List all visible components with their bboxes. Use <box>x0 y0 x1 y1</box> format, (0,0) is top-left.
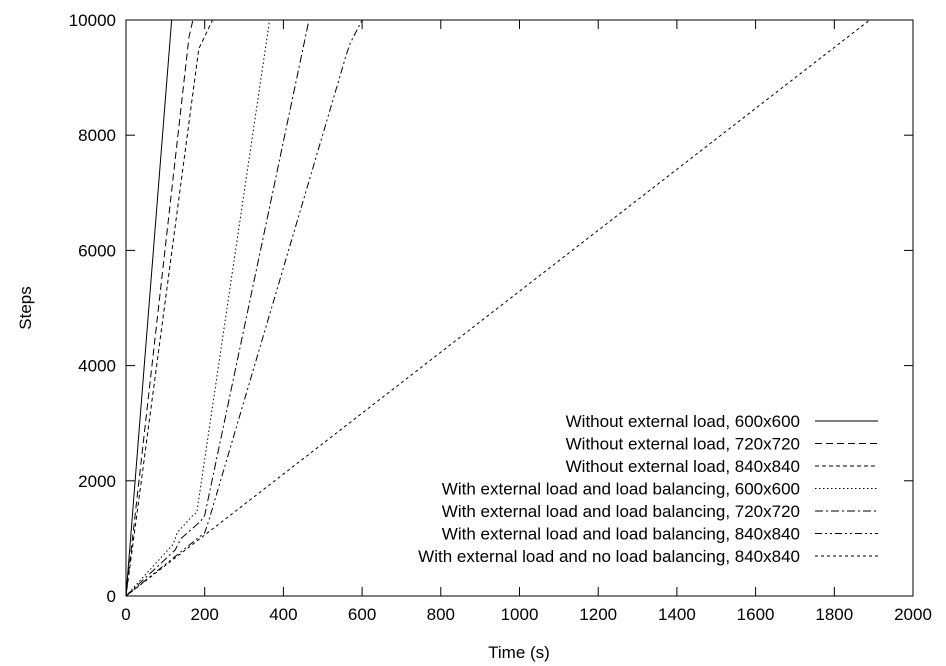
legend-entry-label: With external load and load balancing, 7… <box>442 502 800 521</box>
series-line <box>126 20 194 596</box>
legend-entry-label: With external load and load balancing, 8… <box>442 525 800 544</box>
y-tick-label: 8000 <box>78 126 116 145</box>
x-tick-label: 400 <box>269 605 297 624</box>
y-tick-label: 6000 <box>78 241 116 260</box>
legend-entry-label: Without external load, 720x720 <box>566 435 800 454</box>
x-tick-label: 2000 <box>894 605 932 624</box>
series-line <box>126 20 871 596</box>
x-tick-label: 200 <box>191 605 219 624</box>
series-line <box>126 20 363 596</box>
y-tick-label: 0 <box>107 587 116 606</box>
y-tick-label: 10000 <box>69 11 116 30</box>
y-axis-label: Steps <box>16 286 35 329</box>
x-tick-label: 0 <box>121 605 130 624</box>
legend: Without external load, 600x600 Without ex… <box>418 412 878 566</box>
series-line <box>126 20 310 596</box>
x-tick-label: 1400 <box>658 605 696 624</box>
x-tick-label: 1600 <box>737 605 775 624</box>
y-tick-label: 2000 <box>78 472 116 491</box>
x-tick-label: 600 <box>348 605 376 624</box>
legend-entry-label: Without external load, 840x840 <box>566 457 800 476</box>
series-lines <box>126 20 871 596</box>
legend-entry-label: With external load and load balancing, 6… <box>442 480 800 499</box>
series-line <box>126 20 173 596</box>
x-tick-label: 1200 <box>579 605 617 624</box>
series-line <box>126 20 214 596</box>
x-tick-label: 1800 <box>815 605 853 624</box>
x-axis-label: Time (s) <box>488 643 550 662</box>
legend-entry-label: Without external load, 600x600 <box>566 412 800 431</box>
legend-entry-label: With external load and no load balancing… <box>418 547 800 566</box>
axis-ticks: 0 200 400 600 800 1000 1200 1400 1600 1800 2000 0 20… <box>69 11 932 624</box>
y-tick-label: 4000 <box>78 357 116 376</box>
x-tick-label: 800 <box>427 605 455 624</box>
x-tick-label: 1000 <box>501 605 539 624</box>
